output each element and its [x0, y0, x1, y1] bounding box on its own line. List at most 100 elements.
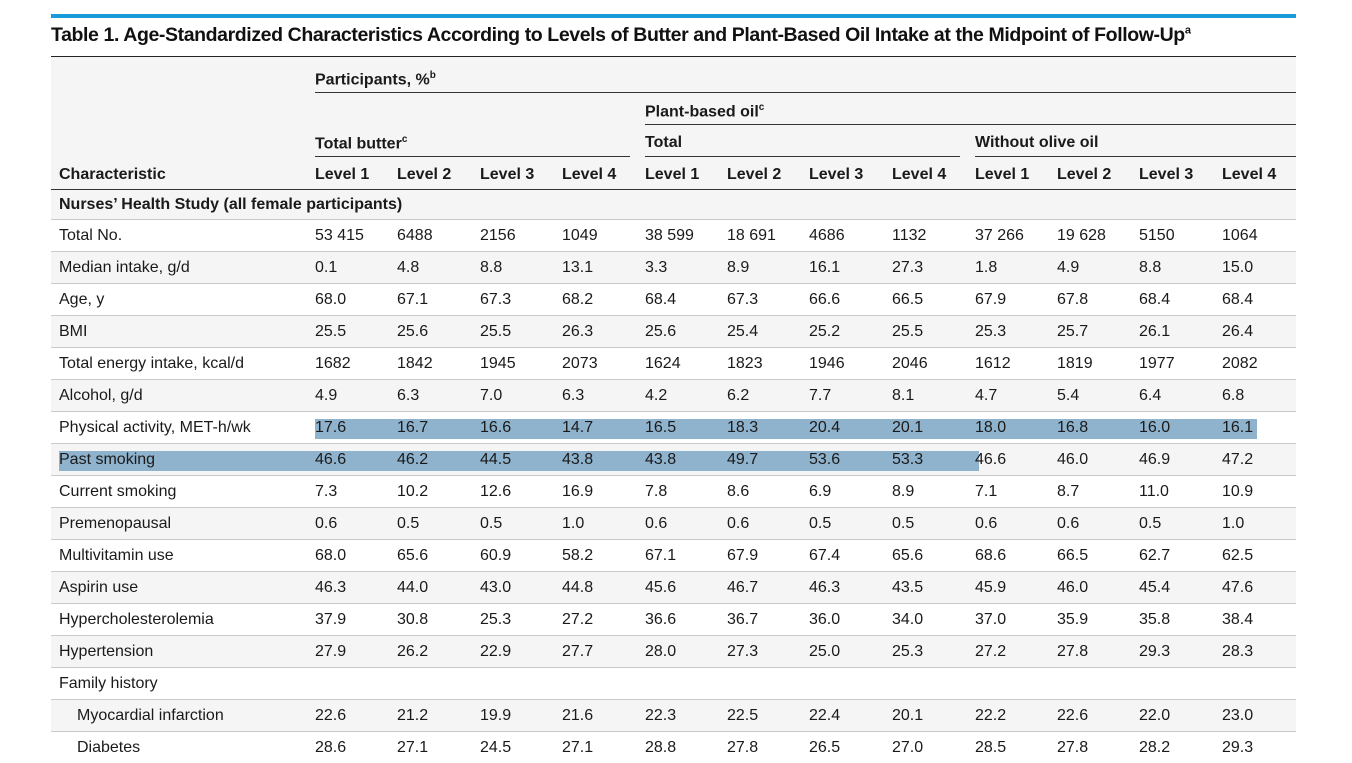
- table-cell: 27.8: [1057, 739, 1089, 756]
- table-cell: 28.0: [645, 643, 677, 660]
- table-cell: 22.6: [1057, 707, 1089, 724]
- level-header: Level 1: [645, 166, 700, 183]
- table-cell: 2082: [1222, 355, 1258, 372]
- table-cell: 68.4: [1222, 291, 1254, 308]
- table-row: Aspirin use 46.3 44.0 43.0 44.8 45.6 46.7 46.3 4…: [51, 571, 1296, 603]
- table-row: Current smoking 7.3 10.2 12.6 16.9 7.8 8.6 6.9 8…: [51, 475, 1296, 507]
- table-cell: 25.3: [480, 611, 512, 628]
- table-cell: 22.2: [975, 707, 1007, 724]
- table-row: Total No. 53 415 6488 2156 1049 38 599 18 691 4…: [51, 219, 1296, 251]
- table-cell: 25.6: [645, 323, 677, 340]
- table-cell: 27.8: [727, 739, 759, 756]
- row-label: Diabetes: [77, 739, 141, 756]
- level-header: Level 2: [727, 166, 782, 183]
- table-cell: 16.9: [562, 483, 594, 500]
- table-cell: 22.0: [1139, 707, 1171, 724]
- table-cell: 1132: [892, 227, 927, 244]
- table-cell: 46.6: [315, 451, 347, 468]
- selection-highlight: [315, 419, 1257, 439]
- table-cell: 16.8: [1057, 419, 1089, 436]
- table-cell: 18 691: [727, 227, 776, 244]
- table-cell: 36.7: [727, 611, 759, 628]
- table-cell: 27.3: [727, 643, 759, 660]
- selection-highlight: [59, 451, 979, 471]
- table-cell: 45.9: [975, 579, 1007, 596]
- table-cell: 36.6: [645, 611, 677, 628]
- table-row: Past smoking 46.6 46.2 44.5 43.8 43.8 49.7 53.6…: [51, 443, 1296, 475]
- table-row: Total energy intake, kcal/d 1682 1842 1945 2…: [51, 347, 1296, 379]
- table-cell: 46.3: [315, 579, 347, 596]
- table-cell: 0.6: [315, 515, 338, 532]
- table-cell: 22.9: [480, 643, 512, 660]
- table-cell: 25.4: [727, 323, 759, 340]
- table-cell: 29.3: [1139, 643, 1171, 660]
- table-cell: 0.5: [892, 515, 915, 532]
- table-cell: 16.1: [1222, 419, 1254, 436]
- table-cell: 25.5: [892, 323, 924, 340]
- table-cell: 43.0: [480, 579, 512, 596]
- table-cell: 1977: [1139, 355, 1175, 372]
- row-label: Hypercholesterolemia: [59, 611, 214, 628]
- table-cell: 7.0: [480, 387, 503, 404]
- table-cell: 66.5: [1057, 547, 1089, 564]
- table-cell: 67.3: [480, 291, 512, 308]
- table-cell: 27.3: [892, 259, 924, 276]
- table-cell: 68.0: [315, 291, 347, 308]
- table-cell: 67.1: [645, 547, 677, 564]
- row-label: Myocardial infarction: [77, 707, 224, 724]
- level-header: Level 2: [397, 166, 452, 183]
- row-label: Premenopausal: [59, 515, 172, 532]
- row-label: Nurses’ Health Study (all female partici…: [59, 196, 403, 213]
- table-cell: 60.9: [480, 547, 512, 564]
- table-cell: 4686: [809, 227, 845, 244]
- table-cell: 8.1: [892, 387, 915, 404]
- table-cell: 1.8: [975, 259, 998, 276]
- table-row: BMI 25.5 25.6 25.5 26.3 25.6 25.4 25.2 25.5 25.3 2…: [51, 315, 1296, 347]
- table-cell: 1.0: [1222, 515, 1245, 532]
- table-cell: 22.3: [645, 707, 677, 724]
- total-butter-rule: [315, 156, 630, 157]
- table-cell: 0.5: [480, 515, 503, 532]
- plant-based-oil-footnote: c: [758, 102, 765, 113]
- table-cell: 0.6: [727, 515, 750, 532]
- row-label: Past smoking: [59, 451, 156, 468]
- table-cell: 38.4: [1222, 611, 1254, 628]
- table-cell: 15.0: [1222, 259, 1254, 276]
- table-cell: 0.6: [975, 515, 998, 532]
- row-label: Family history: [59, 675, 158, 692]
- table-cell: 27.1: [562, 739, 594, 756]
- table-cell: 27.0: [892, 739, 924, 756]
- table-cell: 4.9: [315, 387, 338, 404]
- table-cell: 68.4: [1139, 291, 1171, 308]
- table-cell: 27.7: [562, 643, 594, 660]
- plant-based-oil-text: Plant-based oil: [645, 103, 759, 121]
- participants-rule: [315, 92, 1296, 93]
- table-row: Myocardial infarction 22.6 21.2 19.9 21.6 22.…: [51, 699, 1296, 731]
- table-cell: 1.0: [562, 515, 585, 532]
- level-header: Level 3: [809, 166, 864, 183]
- table-cell: 28.6: [315, 739, 347, 756]
- table-cell: 34.0: [892, 611, 924, 628]
- table-row: Alcohol, g/d 4.9 6.3 7.0 6.3 4.2 6.2 7.7 8.1 4.7 5…: [51, 379, 1296, 411]
- table-cell: 45.6: [645, 579, 677, 596]
- table-cell: 7.7: [809, 387, 832, 404]
- table-cell: 27.2: [562, 611, 594, 628]
- table-cell: 49.7: [727, 451, 759, 468]
- level-header: Level 1: [975, 166, 1030, 183]
- table-cell: 25.5: [480, 323, 512, 340]
- table-title-text: Table 1. Age-Standardized Characteristic…: [51, 24, 1185, 46]
- table-row: Family history: [51, 667, 1296, 699]
- table-cell: 44.8: [562, 579, 594, 596]
- table-cell: 62.7: [1139, 547, 1171, 564]
- table-cell: 20.4: [809, 419, 841, 436]
- table-cell: 47.2: [1222, 451, 1254, 468]
- row-label: Aspirin use: [59, 579, 139, 596]
- table-row: Diabetes 28.6 27.1 24.5 27.1 28.8 27.8 26.5 27.0…: [51, 731, 1296, 763]
- table-cell: 67.8: [1057, 291, 1089, 308]
- table-cell: 37.9: [315, 611, 347, 628]
- table-cell: 26.1: [1139, 323, 1171, 340]
- table-cell: 58.2: [562, 547, 594, 564]
- table-cell: 45.4: [1139, 579, 1171, 596]
- table-cell: 53.3: [892, 451, 924, 468]
- table-row: Median intake, g/d 0.1 4.8 8.8 13.1 3.3 8.9 16.…: [51, 251, 1296, 283]
